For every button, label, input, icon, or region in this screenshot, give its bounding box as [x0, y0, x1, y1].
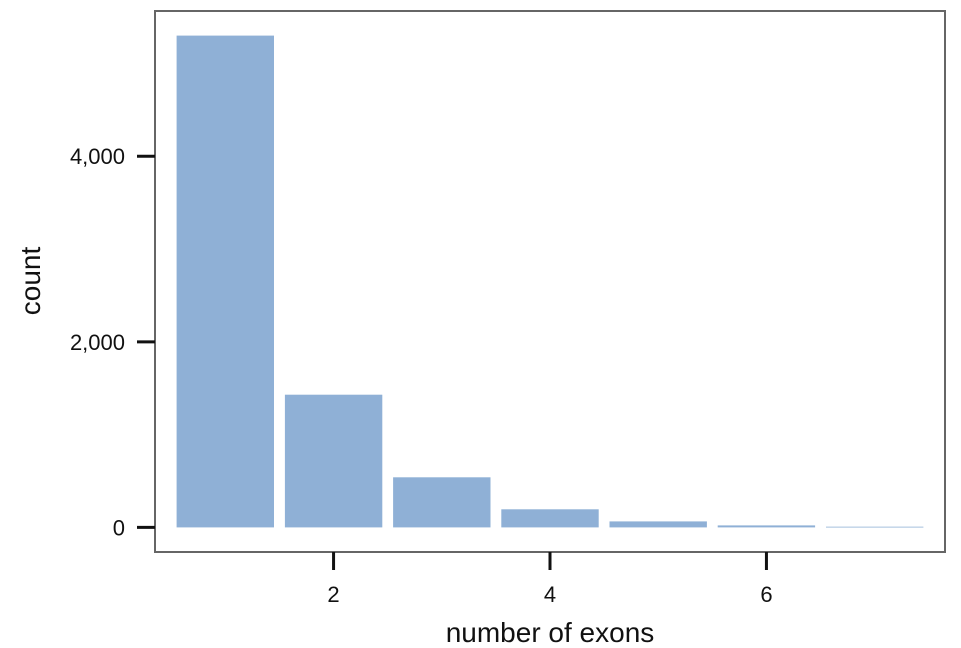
y-tick-label: 4,000: [70, 144, 125, 169]
bar-exons-4: [501, 509, 599, 528]
x-axis-title: number of exons: [446, 617, 655, 648]
bar-exons-1: [176, 35, 274, 528]
y-axis: 0 2,000 4,000: [70, 144, 155, 540]
y-axis-title: count: [15, 247, 46, 316]
x-tick-label: 4: [544, 582, 556, 607]
bars-group: [176, 35, 924, 528]
bar-exons-5: [609, 521, 707, 528]
x-tick-label: 6: [760, 582, 772, 607]
bar-exons-2: [284, 394, 383, 528]
bar-exons-3: [393, 477, 491, 528]
x-axis: 2 4 6: [327, 552, 773, 607]
y-tick-label: 0: [113, 515, 125, 540]
x-tick-label: 2: [327, 582, 339, 607]
bar-exons-7: [826, 526, 924, 528]
bar-exons-6: [717, 525, 816, 528]
y-tick-label: 2,000: [70, 330, 125, 355]
